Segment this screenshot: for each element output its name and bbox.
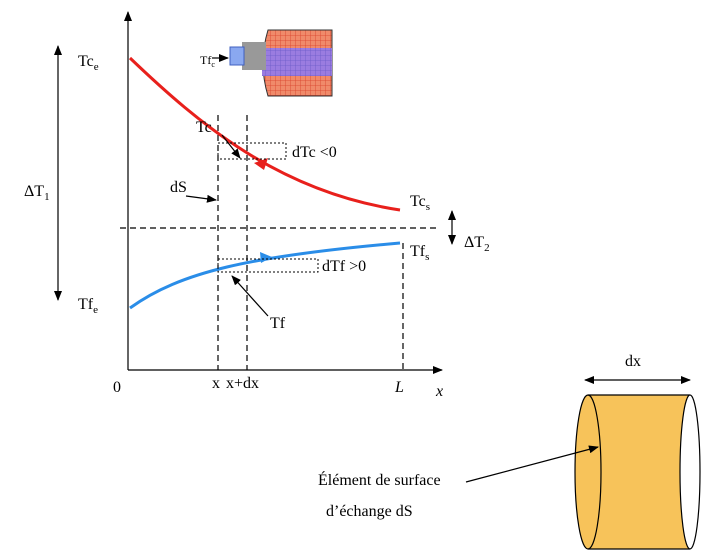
cold-arrow [260,252,272,263]
label: Tf [270,315,286,332]
tf-pointer [232,276,268,316]
label: x+dx [226,375,259,392]
label: Tfc [200,53,215,69]
label: Tfe [78,296,98,316]
surface-element [575,395,700,549]
ds-pointer [186,196,216,200]
label: ΔT2 [464,234,490,254]
label: x [212,375,220,392]
label: x [435,383,443,400]
label: dx [625,353,641,370]
caption: Élément de surface [318,470,441,489]
label: dS [170,179,187,196]
label: Tc [196,119,212,136]
label: 0 [113,379,121,396]
label: Tcs [410,193,430,213]
label: Tce [78,53,99,73]
caption: d’échange dS [326,503,413,520]
heat-exchanger-diagram: Tce Tfc Tc dTc <0 dS ΔT1 Tcs ΔT2 Tfs dTf… [0,0,703,556]
pipe-inset [230,30,332,96]
label: L [394,379,404,396]
label: dTc <0 [292,144,337,161]
label: ΔT1 [24,183,50,203]
label: Tfs [410,243,429,263]
cold-curve [130,243,400,308]
label: dTf >0 [322,258,366,275]
